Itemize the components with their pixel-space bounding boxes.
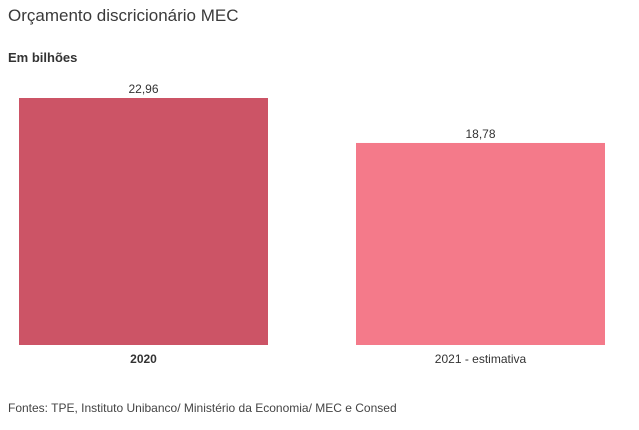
data-label-1: 22,96 bbox=[128, 82, 158, 96]
source-note: Fontes: TPE, Instituto Unibanco/ Ministé… bbox=[8, 401, 397, 415]
category-label-1: 2020 bbox=[130, 352, 157, 366]
category-label-2: 2021 - estimativa bbox=[435, 352, 527, 366]
data-label-2: 18,78 bbox=[465, 127, 495, 141]
unit-label: Em bilhões bbox=[8, 50, 78, 65]
bar-1 bbox=[19, 98, 268, 345]
chart-title: Orçamento discricionário MEC bbox=[8, 6, 239, 25]
bar-2 bbox=[356, 142, 605, 345]
